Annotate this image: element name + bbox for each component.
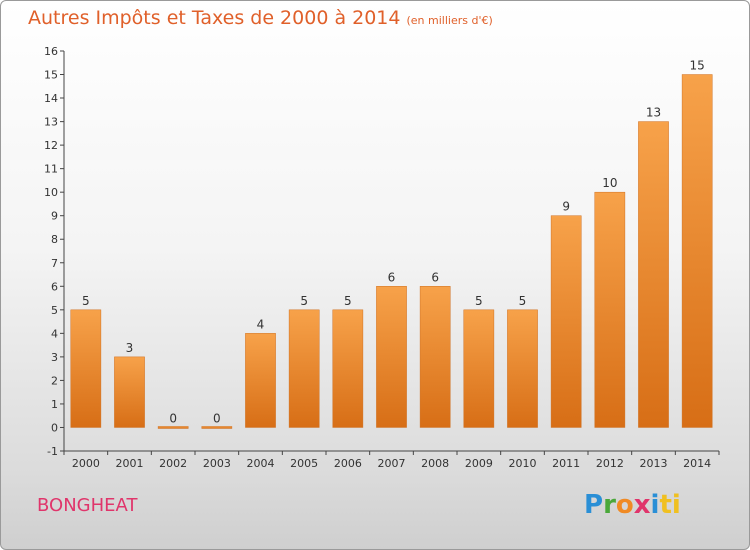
x-tick-label: 2004 (247, 457, 275, 470)
chart-title-text: Autres Impôts et Taxes de 2000 à 2014 (28, 7, 401, 29)
x-tick-label: 2007 (378, 457, 406, 470)
x-tick-label: 2014 (683, 457, 711, 470)
bar-value-label: 15 (690, 59, 705, 73)
bar-value-label: 5 (82, 294, 90, 308)
bar (594, 191, 626, 428)
y-tick-label: 10 (44, 186, 58, 199)
y-tick-label: 6 (51, 280, 58, 293)
bar (376, 286, 407, 428)
y-tick-label: 14 (44, 92, 58, 105)
y-tick-label: 8 (51, 233, 58, 246)
bar-value-label: 6 (388, 270, 396, 284)
bar (114, 356, 145, 428)
bar (332, 309, 364, 428)
bar-value-label: 5 (475, 294, 483, 308)
x-tick-label: 2009 (465, 457, 493, 470)
bar-value-label: 0 (213, 411, 221, 425)
logo-letter: ti (659, 490, 681, 520)
bar (419, 286, 451, 428)
y-tick-label: 15 (44, 69, 58, 82)
bar-value-label: 5 (300, 294, 308, 308)
y-tick-label: 0 (51, 421, 58, 434)
bar (70, 309, 102, 428)
bar-value-label: 6 (431, 270, 439, 284)
bars: 5 3 0 0 4 5 5 6 6 5 5 9 10 13 15 (70, 59, 713, 429)
y-tick-label: 2 (51, 374, 58, 387)
bar-value-label: 3 (126, 341, 134, 355)
bar-value-label: 13 (646, 106, 661, 120)
chart-title-unit: (en milliers d'€) (406, 14, 493, 27)
y-tick-label: 13 (44, 116, 58, 129)
proxiti-logo: Proxiti (584, 490, 681, 520)
x-tick-label: 2010 (509, 457, 537, 470)
y-tick-label: 4 (51, 327, 58, 340)
chart-title: Autres Impôts et Taxes de 2000 à 2014 (en… (28, 7, 493, 29)
y-tick-label: 7 (51, 257, 58, 270)
bar (463, 309, 495, 428)
logo-letter: o (615, 490, 634, 520)
bar (245, 333, 276, 428)
commune-name: BONGHEAT (37, 495, 138, 516)
bar-value-label: 9 (562, 200, 570, 214)
y-tick-label: 12 (44, 139, 58, 152)
x-tick-label: 2000 (72, 457, 100, 470)
logo-letter: x (633, 490, 651, 520)
x-tick-label: 2006 (334, 457, 362, 470)
bar-value-label: 0 (169, 411, 177, 425)
x-tick-label: 2001 (116, 457, 144, 470)
bar (157, 426, 189, 429)
bar-value-label: 5 (519, 294, 527, 308)
bar (201, 426, 233, 429)
x-tick-label: 2011 (552, 457, 580, 470)
y-tick-label: -1 (47, 445, 58, 458)
bar (288, 309, 320, 428)
y-tick-label: 1 (51, 398, 58, 411)
x-tick-label: 2005 (290, 457, 318, 470)
bar (507, 309, 538, 428)
bar-value-label: 4 (257, 317, 265, 331)
y-tick-label: 9 (51, 210, 58, 223)
logo-letter: r (603, 490, 616, 520)
x-tick-label: 2008 (421, 457, 449, 470)
y-tick-label: 5 (51, 304, 58, 317)
bar (681, 74, 713, 428)
x-tick-label: 2012 (596, 457, 624, 470)
logo-letter: i (650, 490, 660, 520)
bar-value-label: 10 (602, 176, 617, 190)
bar (638, 121, 669, 428)
logo-letter: P (584, 490, 604, 520)
x-tick-label: 2003 (203, 457, 231, 470)
y-tick-label: 16 (44, 45, 58, 58)
y-tick-label: 11 (44, 163, 58, 176)
bar-value-label: 5 (344, 294, 352, 308)
x-tick-label: 2013 (640, 457, 668, 470)
y-tick-label: 3 (51, 351, 58, 364)
x-tick-label: 2002 (159, 457, 187, 470)
bar (550, 215, 582, 428)
